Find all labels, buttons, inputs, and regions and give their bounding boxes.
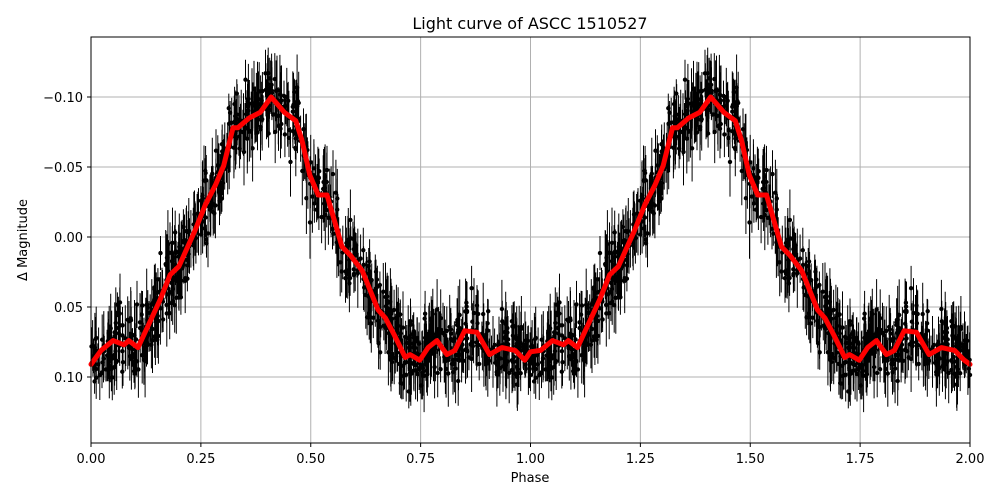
x-tick-label: 0.00 (77, 452, 106, 467)
y-tick-label: −0.10 (43, 91, 83, 106)
y-axis-ticks: −0.10 −0.05 0.00 0.05 0.10 (43, 91, 91, 386)
x-axis-ticks: 0.00 0.25 0.50 0.75 1.00 1.25 1.50 1.75 2.00 (77, 443, 985, 467)
x-tick-label: 1.00 (516, 452, 545, 467)
y-tick-label: 0.00 (54, 231, 83, 246)
x-tick-label: 1.75 (846, 452, 875, 467)
x-tick-label: 1.50 (736, 452, 765, 467)
y-tick-label: 0.05 (54, 301, 83, 316)
x-tick-label: 0.75 (406, 452, 435, 467)
x-tick-label: 2.00 (956, 452, 985, 467)
y-tick-label: −0.05 (43, 161, 83, 176)
y-tick-label: 0.10 (54, 371, 83, 386)
x-tick-label: 1.25 (626, 452, 655, 467)
x-tick-label: 0.25 (186, 452, 215, 467)
x-axis-label: Phase (511, 471, 550, 486)
chart-title: Light curve of ASCC 1510527 (412, 14, 647, 33)
smoothed-model-line (88, 94, 973, 367)
y-axis-label: Δ Magnitude (16, 199, 31, 281)
x-tick-label: 0.50 (296, 452, 325, 467)
